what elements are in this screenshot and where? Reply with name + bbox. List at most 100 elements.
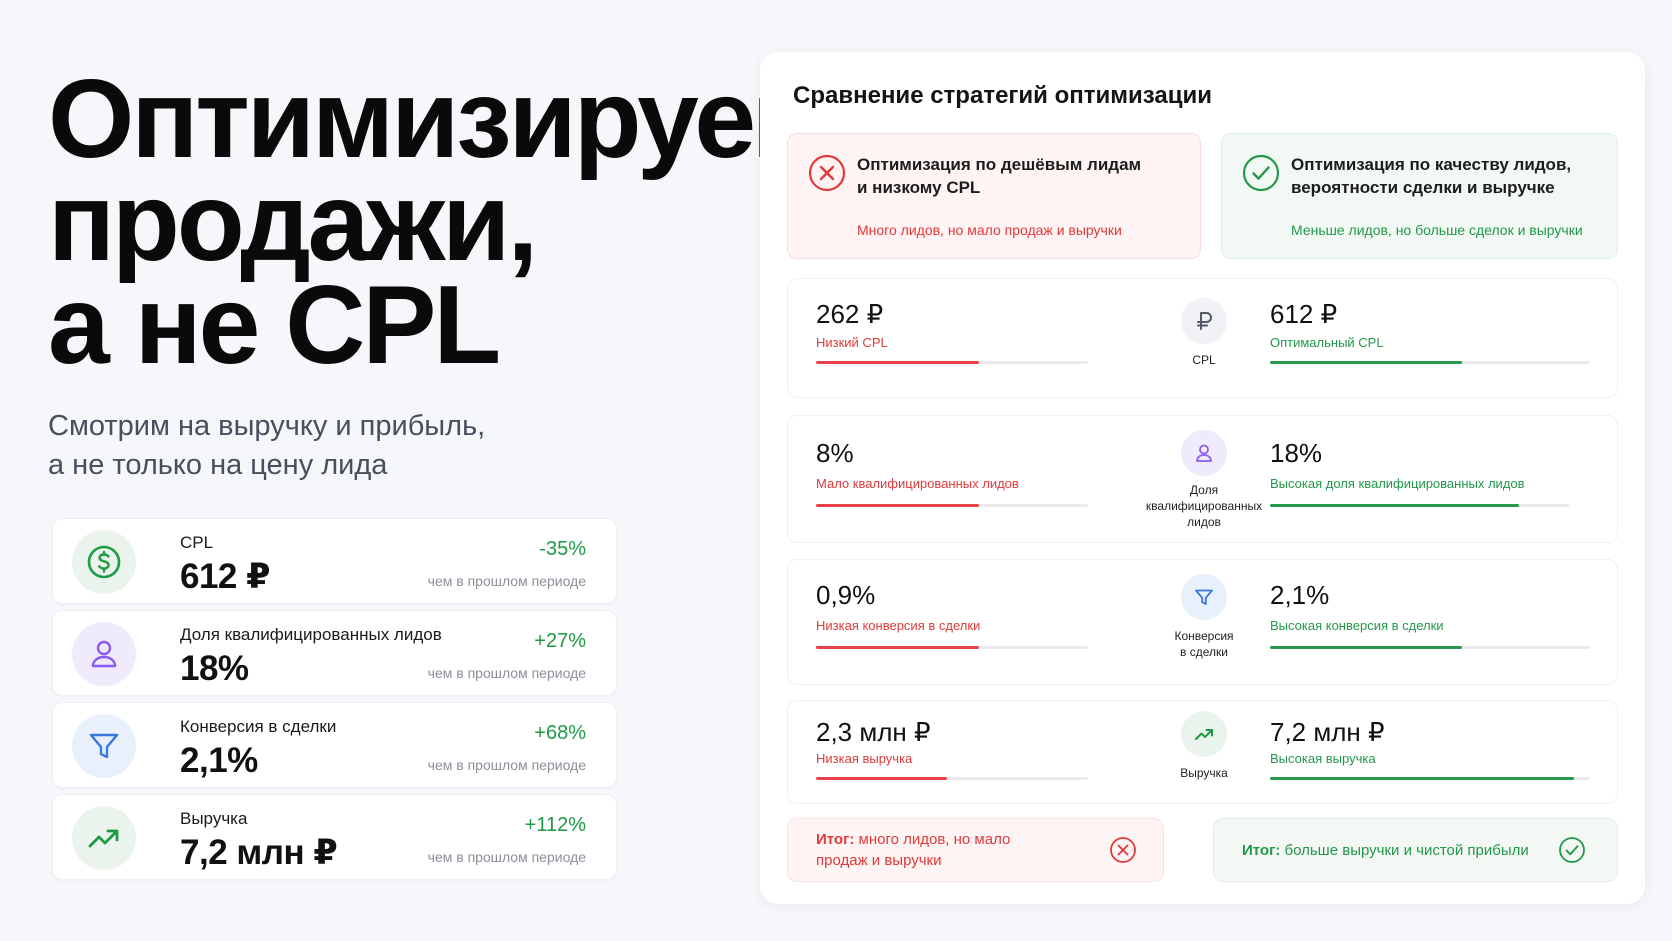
metric-note: чем в прошлом периоде [427, 757, 586, 773]
left-progress-bar [816, 504, 1088, 507]
strategy-title: Оптимизация по дешёвым лидам и низкому C… [857, 153, 1141, 199]
strategy-card-cheap-leads: Оптимизация по дешёвым лидам и низкому C… [787, 133, 1201, 259]
metric-card-revenue: Выручка 7,2 млн ₽ +112% чем в прошлом пе… [52, 794, 617, 880]
funnel-icon [1181, 574, 1227, 620]
hero-title-line: продажи, [48, 160, 538, 284]
row-center-label-line: лидов [1187, 515, 1221, 529]
left-label: Низкая выручка [816, 751, 913, 766]
row-center-label-line: в сделки [1180, 645, 1228, 659]
right-progress-bar [1270, 646, 1590, 649]
left-label: Низкая конверсия в сделки [816, 618, 981, 633]
summary-text-line: больше выручки и чистой прибыли [1284, 842, 1529, 859]
metric-note: чем в прошлом периоде [427, 849, 586, 865]
metric-label: Конверсия в сделки [180, 717, 337, 736]
summary-bad: Итог: много лидов, но мало продаж и выру… [787, 818, 1164, 882]
strategy-title-line: Оптимизация по качеству лидов, [1291, 155, 1572, 174]
row-center-label-line: CPL [1192, 353, 1216, 367]
left-value: 262 ₽ [816, 299, 884, 329]
hero: Оптимизируем продажи, а не CPL Смотрим н… [48, 57, 834, 485]
comparison-row-revenue: 2,3 млн ₽ Низкая выручка Выручка 7,2 млн… [787, 700, 1618, 804]
row-center-label-line: Конверсия [1174, 629, 1234, 643]
row-center-label: CPL [1154, 352, 1254, 368]
row-center: CPL [1154, 298, 1254, 368]
metric-card-cpl: CPL 612 ₽ -35% чем в прошлом периоде [52, 518, 617, 604]
row-center: Выручка [1154, 711, 1254, 781]
summary-text-line: много лидов, но мало [858, 831, 1011, 848]
strategy-note: Много лидов, но мало продаж и выручки [857, 222, 1122, 238]
x-circle-icon [1110, 837, 1136, 863]
hero-subtitle-line: Смотрим на выручку и прибыль, [48, 410, 486, 442]
left-progress-bar [816, 361, 1088, 364]
right-label: Высокая конверсия в сделки [1270, 618, 1444, 633]
metric-value: 18% [180, 649, 249, 688]
strategy-card-quality-leads: Оптимизация по качеству лидов, вероятнос… [1221, 133, 1618, 259]
dollar-icon [72, 530, 136, 594]
hero-title-line: Оптимизируем [48, 57, 834, 181]
ruble-icon [1181, 298, 1227, 344]
metric-label: Выручка [180, 809, 248, 828]
comparison-panel: Сравнение стратегий оптимизации Оптимиза… [760, 52, 1645, 904]
right-label: Высокая выручка [1270, 751, 1376, 766]
row-center-label-line: Доля [1189, 483, 1219, 497]
metric-label: CPL [180, 533, 214, 552]
funnel-icon [72, 714, 136, 778]
hero-subtitle-line: а не только на цену лида [48, 449, 388, 481]
row-center-label-line: Выручка [1180, 766, 1228, 780]
comparison-row-qualified-leads: 8% Мало квалифицированных лидов Доля ква… [787, 415, 1618, 543]
summary-prefix: Итог: [1242, 842, 1281, 859]
panel-title: Сравнение стратегий оптимизации [793, 82, 1212, 109]
right-progress-bar [1270, 504, 1570, 507]
left-label: Низкий CPL [816, 335, 888, 350]
metric-value: 2,1% [180, 741, 258, 780]
right-label: Высокая доля квалифицированных лидов [1270, 476, 1525, 491]
right-value: 18% [1270, 438, 1323, 468]
right-label: Оптимальный CPL [1270, 335, 1384, 350]
hero-title: Оптимизируем продажи, а не CPL [48, 57, 834, 387]
user-icon [1181, 430, 1227, 476]
metrics-list: CPL 612 ₽ -35% чем в прошлом периоде Дол… [52, 518, 617, 886]
strategy-title-line: Оптимизация по дешёвым лидам [857, 155, 1142, 174]
summary-text-line: продаж и выручки [816, 852, 942, 869]
check-circle-icon [1559, 837, 1585, 863]
strategy-title: Оптимизация по качеству лидов, вероятнос… [1291, 153, 1571, 199]
row-center: Доля квалифицированных лидов [1146, 430, 1262, 530]
row-center-label: Доля квалифицированных лидов [1134, 482, 1274, 530]
metric-value: 612 ₽ [180, 557, 270, 596]
metric-change: -35% [539, 538, 586, 560]
comparison-row-cpl: 262 ₽ Низкий CPL CPL 612 ₽ Оптимальный C… [787, 278, 1618, 398]
check-circle-icon [1242, 154, 1280, 192]
left-label: Мало квалифицированных лидов [816, 476, 1019, 491]
left-progress-bar [816, 777, 1088, 780]
metric-change: +27% [534, 630, 586, 652]
strategy-title-line: вероятности сделки и выручке [1291, 178, 1555, 197]
right-value: 612 ₽ [1270, 299, 1338, 329]
metric-value: 7,2 млн ₽ [180, 833, 338, 872]
hero-subtitle: Смотрим на выручку и прибыль, а не тольк… [48, 407, 748, 485]
row-center-label: Конверсия в сделки [1154, 628, 1254, 660]
left-value: 8% [816, 438, 854, 468]
trend-up-icon [72, 806, 136, 870]
strategy-title-line: и низкому CPL [857, 178, 981, 197]
row-center: Конверсия в сделки [1154, 574, 1254, 660]
right-progress-bar [1270, 361, 1590, 364]
metric-change: +68% [534, 722, 586, 744]
summary-text: Итог: больше выручки и чистой прибыли [1242, 840, 1529, 861]
summary-prefix: Итог: [816, 831, 855, 848]
right-value: 2,1% [1270, 580, 1330, 610]
metric-card-qualified-leads: Доля квалифицированных лидов 18% +27% че… [52, 610, 617, 696]
summary-text: Итог: много лидов, но мало продаж и выру… [816, 829, 1010, 871]
metric-change: +112% [524, 814, 586, 836]
left-value: 2,3 млн ₽ [816, 717, 931, 747]
hero-title-line: а не CPL [48, 263, 501, 387]
metric-note: чем в прошлом периоде [427, 665, 586, 681]
metric-label: Доля квалифицированных лидов [180, 625, 442, 644]
x-circle-icon [808, 154, 846, 192]
left-value: 0,9% [816, 580, 876, 610]
metric-card-conversion: Конверсия в сделки 2,1% +68% чем в прошл… [52, 702, 617, 788]
row-center-label-line: квалифицированных [1145, 499, 1263, 513]
metric-note: чем в прошлом периоде [427, 573, 586, 589]
left-progress-bar [816, 646, 1088, 649]
user-icon [72, 622, 136, 686]
row-center-label: Выручка [1154, 765, 1254, 781]
strategy-note: Меньше лидов, но больше сделок и выручки [1291, 222, 1583, 238]
